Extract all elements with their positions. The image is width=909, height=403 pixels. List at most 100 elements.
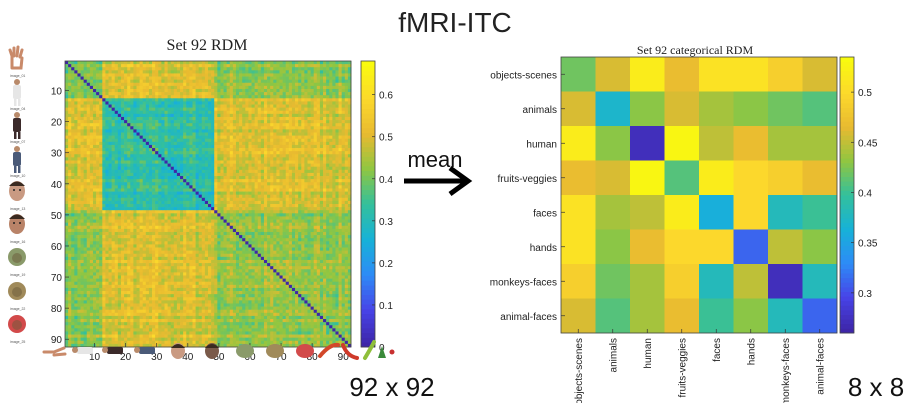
rdm-cell: [161, 126, 165, 130]
rdm-cell: [254, 95, 259, 99]
rdm-cell: [226, 132, 231, 136]
rdm-cell: [117, 141, 122, 146]
rdm-cell: [229, 172, 234, 177]
rdm-cell: [105, 64, 109, 68]
rdm-cell: [105, 194, 109, 199]
rdm-cell: [189, 185, 193, 189]
rdm-cell: [291, 185, 296, 189]
rdm-cell: [92, 70, 97, 74]
rdm-cell: [99, 154, 103, 158]
rdm-cell: [127, 151, 131, 155]
rdm-cell: [74, 67, 78, 71]
rdm-cell: [276, 185, 280, 189]
rdm-cell: [108, 104, 112, 108]
rdm-cell: [226, 151, 231, 155]
rdm-cell: [288, 85, 293, 90]
rdm-cell: [167, 73, 172, 77]
rdm-cell: [291, 225, 296, 230]
rdm-cell: [186, 141, 190, 146]
rdm-cell: [338, 188, 343, 192]
rdm-cell: [136, 179, 140, 183]
rdm-cell: [267, 67, 271, 71]
rdm-cell: [111, 154, 116, 158]
rdm-cell: [332, 154, 336, 158]
rdm-cell: [307, 157, 311, 161]
rdm-cell: [208, 88, 212, 93]
rdm-cell: [124, 210, 128, 214]
rdm-cell: [242, 144, 246, 149]
rdm-cell: [148, 197, 153, 202]
rdm-cell: [133, 169, 137, 174]
rdm-cell: [323, 116, 327, 121]
rdm-cell: [220, 73, 224, 77]
rdm-cell: [167, 76, 172, 80]
rdm-cell: [211, 204, 215, 208]
rdm-cell: [136, 79, 140, 84]
rdm-cell: [198, 182, 203, 186]
rdm-cell: [133, 92, 137, 96]
rdm-cell: [195, 166, 200, 171]
rdm-cell: [263, 194, 268, 199]
rdm-cell: [319, 176, 324, 180]
rdm-cell: [313, 210, 318, 214]
rdm-cell: [201, 138, 206, 143]
rdm-cell: [71, 98, 75, 102]
rdm-cell: [145, 70, 150, 74]
rdm-cell: [251, 113, 255, 118]
rdm-cell: [270, 207, 274, 211]
rdm-cell: [152, 132, 156, 136]
rdm-cell: [316, 64, 321, 68]
rdm-cell: [173, 73, 178, 77]
rdm-cell: [133, 76, 137, 80]
rdm-cell: [92, 120, 97, 124]
rdm-cell: [288, 157, 293, 161]
rdm-cell: [148, 166, 153, 171]
rdm-cell: [71, 219, 75, 223]
rdm-cell: [130, 204, 134, 208]
rdm-cell: [310, 197, 315, 202]
rdm-cell: [208, 116, 212, 121]
rdm-cell: [111, 179, 116, 183]
rdm-cell: [301, 95, 305, 99]
rdm-cell: [71, 76, 75, 80]
rdm-cell: [173, 107, 178, 112]
rdm-cell: [77, 191, 81, 196]
rdm-cell: [145, 151, 150, 155]
rdm-cell: [176, 182, 181, 186]
rdm-cell: [105, 116, 109, 121]
rdm-cell: [127, 216, 131, 220]
rdm-cell: [338, 204, 343, 208]
rdm-cell: [204, 61, 209, 65]
rdm-cell: [124, 82, 128, 87]
rdm-cell: [152, 88, 156, 93]
rdm-cell: [155, 88, 159, 93]
rdm-cell: [273, 98, 277, 102]
rdm-cell: [248, 148, 252, 152]
rdm-cell: [108, 70, 112, 74]
rdm-cell: [242, 123, 246, 127]
rdm-cell: [189, 191, 193, 196]
rdm-cell: [142, 144, 147, 149]
rdm-cell: [257, 182, 262, 186]
rdm-cell: [170, 82, 175, 87]
rdm-cell: [71, 163, 75, 168]
rdm-cell: [316, 85, 321, 90]
rdm-cell: [92, 200, 97, 205]
rdm-cell: [223, 107, 227, 112]
rdm-cell: [313, 126, 318, 130]
rdm-cell: [124, 160, 128, 164]
rdm-cell: [338, 101, 343, 105]
rdm-cell: [124, 67, 128, 71]
rdm-cell: [77, 210, 81, 214]
rdm-cell: [186, 157, 190, 161]
rdm-cell: [124, 151, 128, 155]
rdm-cell: [189, 197, 193, 202]
rdm-cell: [186, 154, 190, 158]
rdm-cell: [68, 191, 72, 196]
rdm-cell: [338, 154, 343, 158]
rdm-cell: [68, 188, 72, 192]
rdm-cell: [186, 216, 190, 220]
rdm-cell: [214, 169, 218, 174]
rdm-cell: [329, 141, 333, 146]
rdm-cell: [167, 191, 172, 196]
